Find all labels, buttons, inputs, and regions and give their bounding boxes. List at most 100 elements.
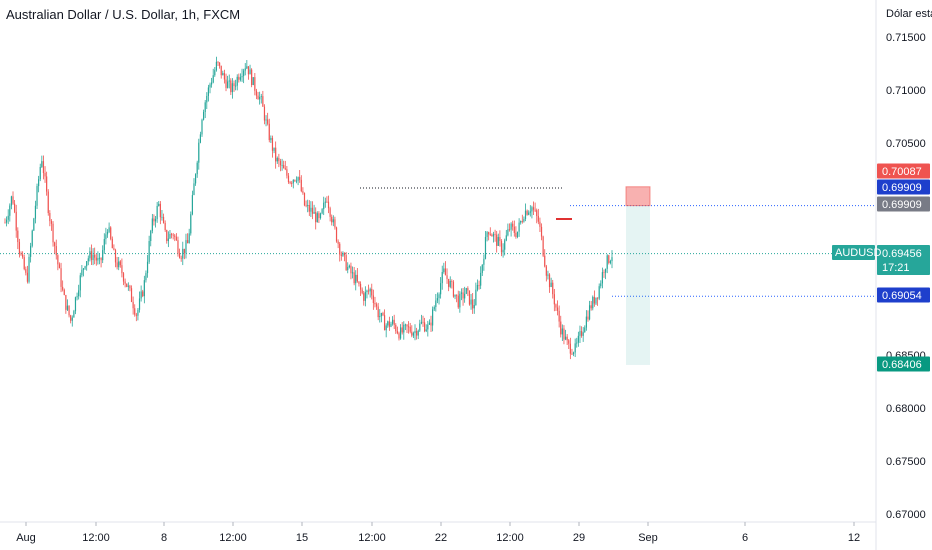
stop-loss-zone[interactable] — [625, 186, 651, 207]
candle-body — [17, 230, 19, 243]
candle-body — [358, 281, 360, 284]
candle-body — [435, 300, 437, 308]
candle-body — [454, 294, 456, 297]
candle-body — [513, 226, 515, 233]
candle-body — [351, 272, 354, 274]
candle-body — [170, 233, 173, 235]
candle-body — [523, 218, 525, 222]
candle-body — [345, 255, 347, 271]
candle-body — [183, 248, 185, 253]
candle-body — [574, 343, 576, 353]
candle-body — [185, 240, 187, 253]
candle-body — [321, 209, 323, 214]
candle-body — [608, 255, 610, 263]
candle-body — [7, 215, 9, 220]
candle-body — [257, 95, 259, 100]
candle-body — [539, 221, 541, 227]
y-tick-label: 0.67500 — [886, 456, 926, 468]
candle-body — [62, 286, 64, 290]
candle-body — [94, 254, 96, 258]
candle-body — [98, 257, 101, 259]
candle-body — [399, 327, 402, 339]
candle-body — [86, 261, 88, 267]
candle-body — [121, 265, 123, 274]
candle-body — [57, 255, 59, 265]
candle-body — [550, 282, 552, 288]
candle-body — [489, 234, 491, 236]
candle-body — [308, 204, 310, 212]
candle-body — [220, 65, 222, 76]
candle-body — [448, 278, 450, 287]
stop-price-tag-value: 0.70087 — [882, 166, 922, 178]
candle-body — [536, 210, 538, 216]
candle-body — [251, 69, 253, 86]
candle-body — [484, 236, 487, 259]
candle-body — [227, 81, 229, 88]
candle-body — [593, 296, 595, 304]
candle-body — [433, 307, 435, 310]
candle-body — [335, 227, 338, 242]
candle-body — [95, 257, 97, 261]
candle-body — [476, 284, 479, 290]
candle-body — [417, 330, 419, 336]
candle-body — [587, 316, 589, 320]
candle-body — [588, 305, 591, 320]
candle-body — [265, 119, 267, 121]
candle-body — [18, 242, 21, 254]
candle-body — [207, 87, 210, 96]
candle-body — [532, 207, 535, 210]
candle-body — [235, 85, 237, 87]
candle-body — [443, 268, 445, 272]
candle-body — [323, 202, 325, 210]
candle-body — [475, 289, 477, 306]
candle-body — [127, 285, 129, 287]
candle-body — [289, 182, 291, 184]
candle-body — [547, 274, 549, 276]
x-tick-label: Sep — [638, 532, 658, 544]
candle-body — [169, 233, 171, 239]
candle-body — [58, 264, 61, 269]
short-position-tool[interactable] — [556, 186, 651, 365]
candle-body — [592, 296, 594, 309]
candle-body — [553, 294, 555, 305]
candle-body — [297, 177, 299, 181]
candle-body — [396, 331, 398, 334]
x-tick-label: 8 — [161, 532, 167, 544]
candle-body — [130, 288, 133, 302]
candle-body — [393, 319, 395, 325]
candle-body — [342, 252, 344, 256]
candle-body — [401, 327, 403, 333]
candle-body — [576, 342, 578, 344]
candle-body — [73, 311, 75, 318]
candle-body — [63, 289, 65, 296]
candle-body — [364, 292, 366, 301]
candle-body — [382, 313, 384, 316]
y-tick-label: 0.68000 — [886, 403, 926, 415]
take-profit-zone[interactable] — [626, 205, 650, 365]
candle-body — [430, 322, 432, 326]
candle-body — [420, 321, 423, 324]
candle-body — [90, 251, 93, 261]
current-price-tag-bg — [877, 245, 930, 275]
candle-body — [441, 271, 443, 284]
price-scale-label: Dólar esta — [886, 8, 932, 20]
candle-body — [246, 66, 248, 69]
candle-body — [134, 308, 136, 315]
candle-body — [383, 315, 386, 331]
candle-body — [324, 201, 326, 203]
candle-body — [105, 234, 107, 240]
candle-body — [214, 70, 216, 76]
candle-body — [380, 313, 382, 317]
candle-body — [65, 295, 67, 310]
candle-body — [42, 161, 45, 174]
candle-body — [212, 75, 214, 83]
x-tick-label: 12 — [848, 532, 860, 544]
candle-body — [598, 286, 600, 299]
candle-body — [572, 352, 575, 355]
candle-body — [150, 230, 152, 242]
candle-body — [494, 233, 496, 235]
candle-body — [278, 158, 280, 162]
candle-body — [154, 218, 157, 222]
candle-body — [520, 221, 522, 223]
